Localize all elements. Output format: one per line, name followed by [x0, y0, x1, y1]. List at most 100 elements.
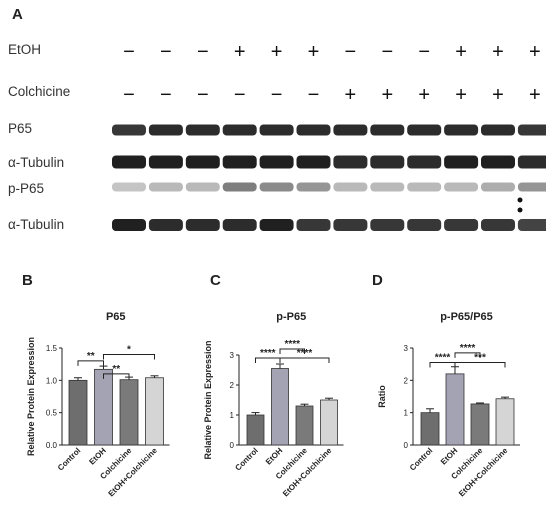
bar — [246, 414, 265, 446]
minus-sign: − — [418, 41, 431, 63]
blot-band — [112, 219, 146, 231]
western-blot-image — [112, 124, 546, 231]
y-tick-label: 1 — [230, 411, 235, 420]
blot-speck — [517, 197, 523, 203]
bar — [145, 377, 164, 446]
category-label: EtOH+Colchicine — [457, 446, 510, 499]
significance-bracket — [279, 348, 305, 354]
significance-label: **** — [297, 348, 313, 359]
minus-sign: − — [196, 41, 209, 63]
y-tick-label: 1.5 — [46, 344, 58, 353]
significance-bracket — [279, 357, 330, 363]
y-tick-label: 3 — [404, 344, 409, 353]
minus-sign: − — [123, 84, 135, 106]
blot-band — [259, 219, 294, 231]
blot-band — [407, 155, 442, 169]
bar — [495, 398, 515, 446]
panel-letter-d: D — [372, 272, 383, 289]
colchicine-sign-row: − − − − − − + + + + + + — [0, 85, 550, 107]
minus-sign: − — [307, 84, 320, 106]
blot-band — [259, 182, 294, 192]
significance-label: * — [127, 344, 131, 355]
treatment-label-etoh: EtOH — [8, 42, 42, 57]
panel-letter-a: A — [12, 6, 23, 23]
blot-band — [112, 124, 146, 136]
significance-label: **** — [435, 353, 451, 364]
minus-sign: − — [196, 84, 209, 106]
blot-band — [444, 155, 479, 169]
minus-sign: − — [160, 41, 172, 63]
blot-band — [481, 124, 515, 136]
blot-band — [481, 219, 515, 231]
bar — [94, 368, 113, 446]
blot-band — [444, 219, 479, 231]
panel-letter-b: B — [22, 272, 33, 289]
blot-band — [370, 155, 405, 169]
minus-sign: − — [123, 41, 135, 63]
significance-bracket — [103, 353, 155, 360]
blot-band — [259, 124, 294, 136]
blot-label-tubulin-2: α-Tubulin — [8, 217, 65, 232]
blot-band — [517, 182, 546, 192]
plus-sign: + — [529, 41, 541, 63]
category-label: EtOH — [87, 446, 108, 467]
blot-band — [517, 124, 546, 136]
significance-label: **** — [284, 339, 300, 350]
minus-sign: − — [160, 84, 172, 106]
y-axis-label: Relative Protein Expression — [203, 340, 213, 459]
chart-title: p-P65 — [276, 311, 306, 323]
plus-sign: + — [270, 41, 283, 63]
y-tick-label: 3 — [230, 351, 235, 360]
blot-band — [112, 182, 146, 192]
blot-band — [407, 219, 442, 231]
plus-sign: + — [233, 41, 246, 63]
significance-label: ** — [87, 351, 95, 362]
significance-label: ** — [112, 364, 120, 375]
bar — [295, 405, 314, 446]
blot-band — [296, 124, 331, 136]
blot-band — [407, 182, 442, 192]
minus-sign: − — [381, 41, 394, 63]
blot-label-tubulin-1: α-Tubulin — [8, 155, 65, 170]
category-label: EtOH — [439, 446, 460, 467]
chart-title: p-P65/P65 — [440, 311, 493, 323]
plus-sign: + — [492, 41, 504, 63]
blot-band — [296, 219, 331, 231]
plus-sign: + — [344, 84, 357, 106]
blot-band — [222, 124, 257, 136]
plus-sign: + — [529, 84, 541, 106]
blot-band — [222, 155, 257, 169]
blot-band — [185, 124, 220, 136]
blot-band — [148, 155, 183, 169]
blot-speck — [517, 207, 523, 213]
blot-band — [185, 182, 220, 192]
blot-band — [333, 124, 368, 136]
blot-band — [481, 155, 515, 169]
plus-sign: + — [455, 84, 467, 106]
plus-sign: + — [307, 41, 320, 63]
blot-label-p-p65: p-P65 — [8, 181, 45, 196]
blot-band — [370, 219, 405, 231]
category-label: Control — [408, 446, 434, 472]
blot-band — [444, 182, 479, 192]
chart-panel-b-p65: P65 Relative Protein Expression 0.0 0.5 1.0 1… — [26, 311, 170, 498]
y-tick-label: 0 — [404, 441, 409, 450]
y-tick-label: 2 — [230, 381, 235, 390]
minus-sign: − — [233, 84, 246, 106]
blot-band — [481, 182, 515, 192]
y-tick-label: 0.0 — [46, 441, 58, 450]
blot-band — [222, 219, 257, 231]
blot-band — [222, 182, 257, 192]
plus-sign: + — [418, 84, 431, 106]
etoh-sign-row: − − − + + + − − − + + + — [0, 42, 550, 64]
plus-sign: + — [455, 41, 467, 63]
bar — [271, 368, 289, 446]
bar — [68, 379, 88, 446]
blot-band — [333, 182, 368, 192]
blot-band — [296, 182, 331, 192]
significance-bracket — [454, 352, 481, 358]
blot-band — [370, 124, 405, 136]
blot-band — [517, 219, 546, 231]
bar — [445, 373, 465, 446]
